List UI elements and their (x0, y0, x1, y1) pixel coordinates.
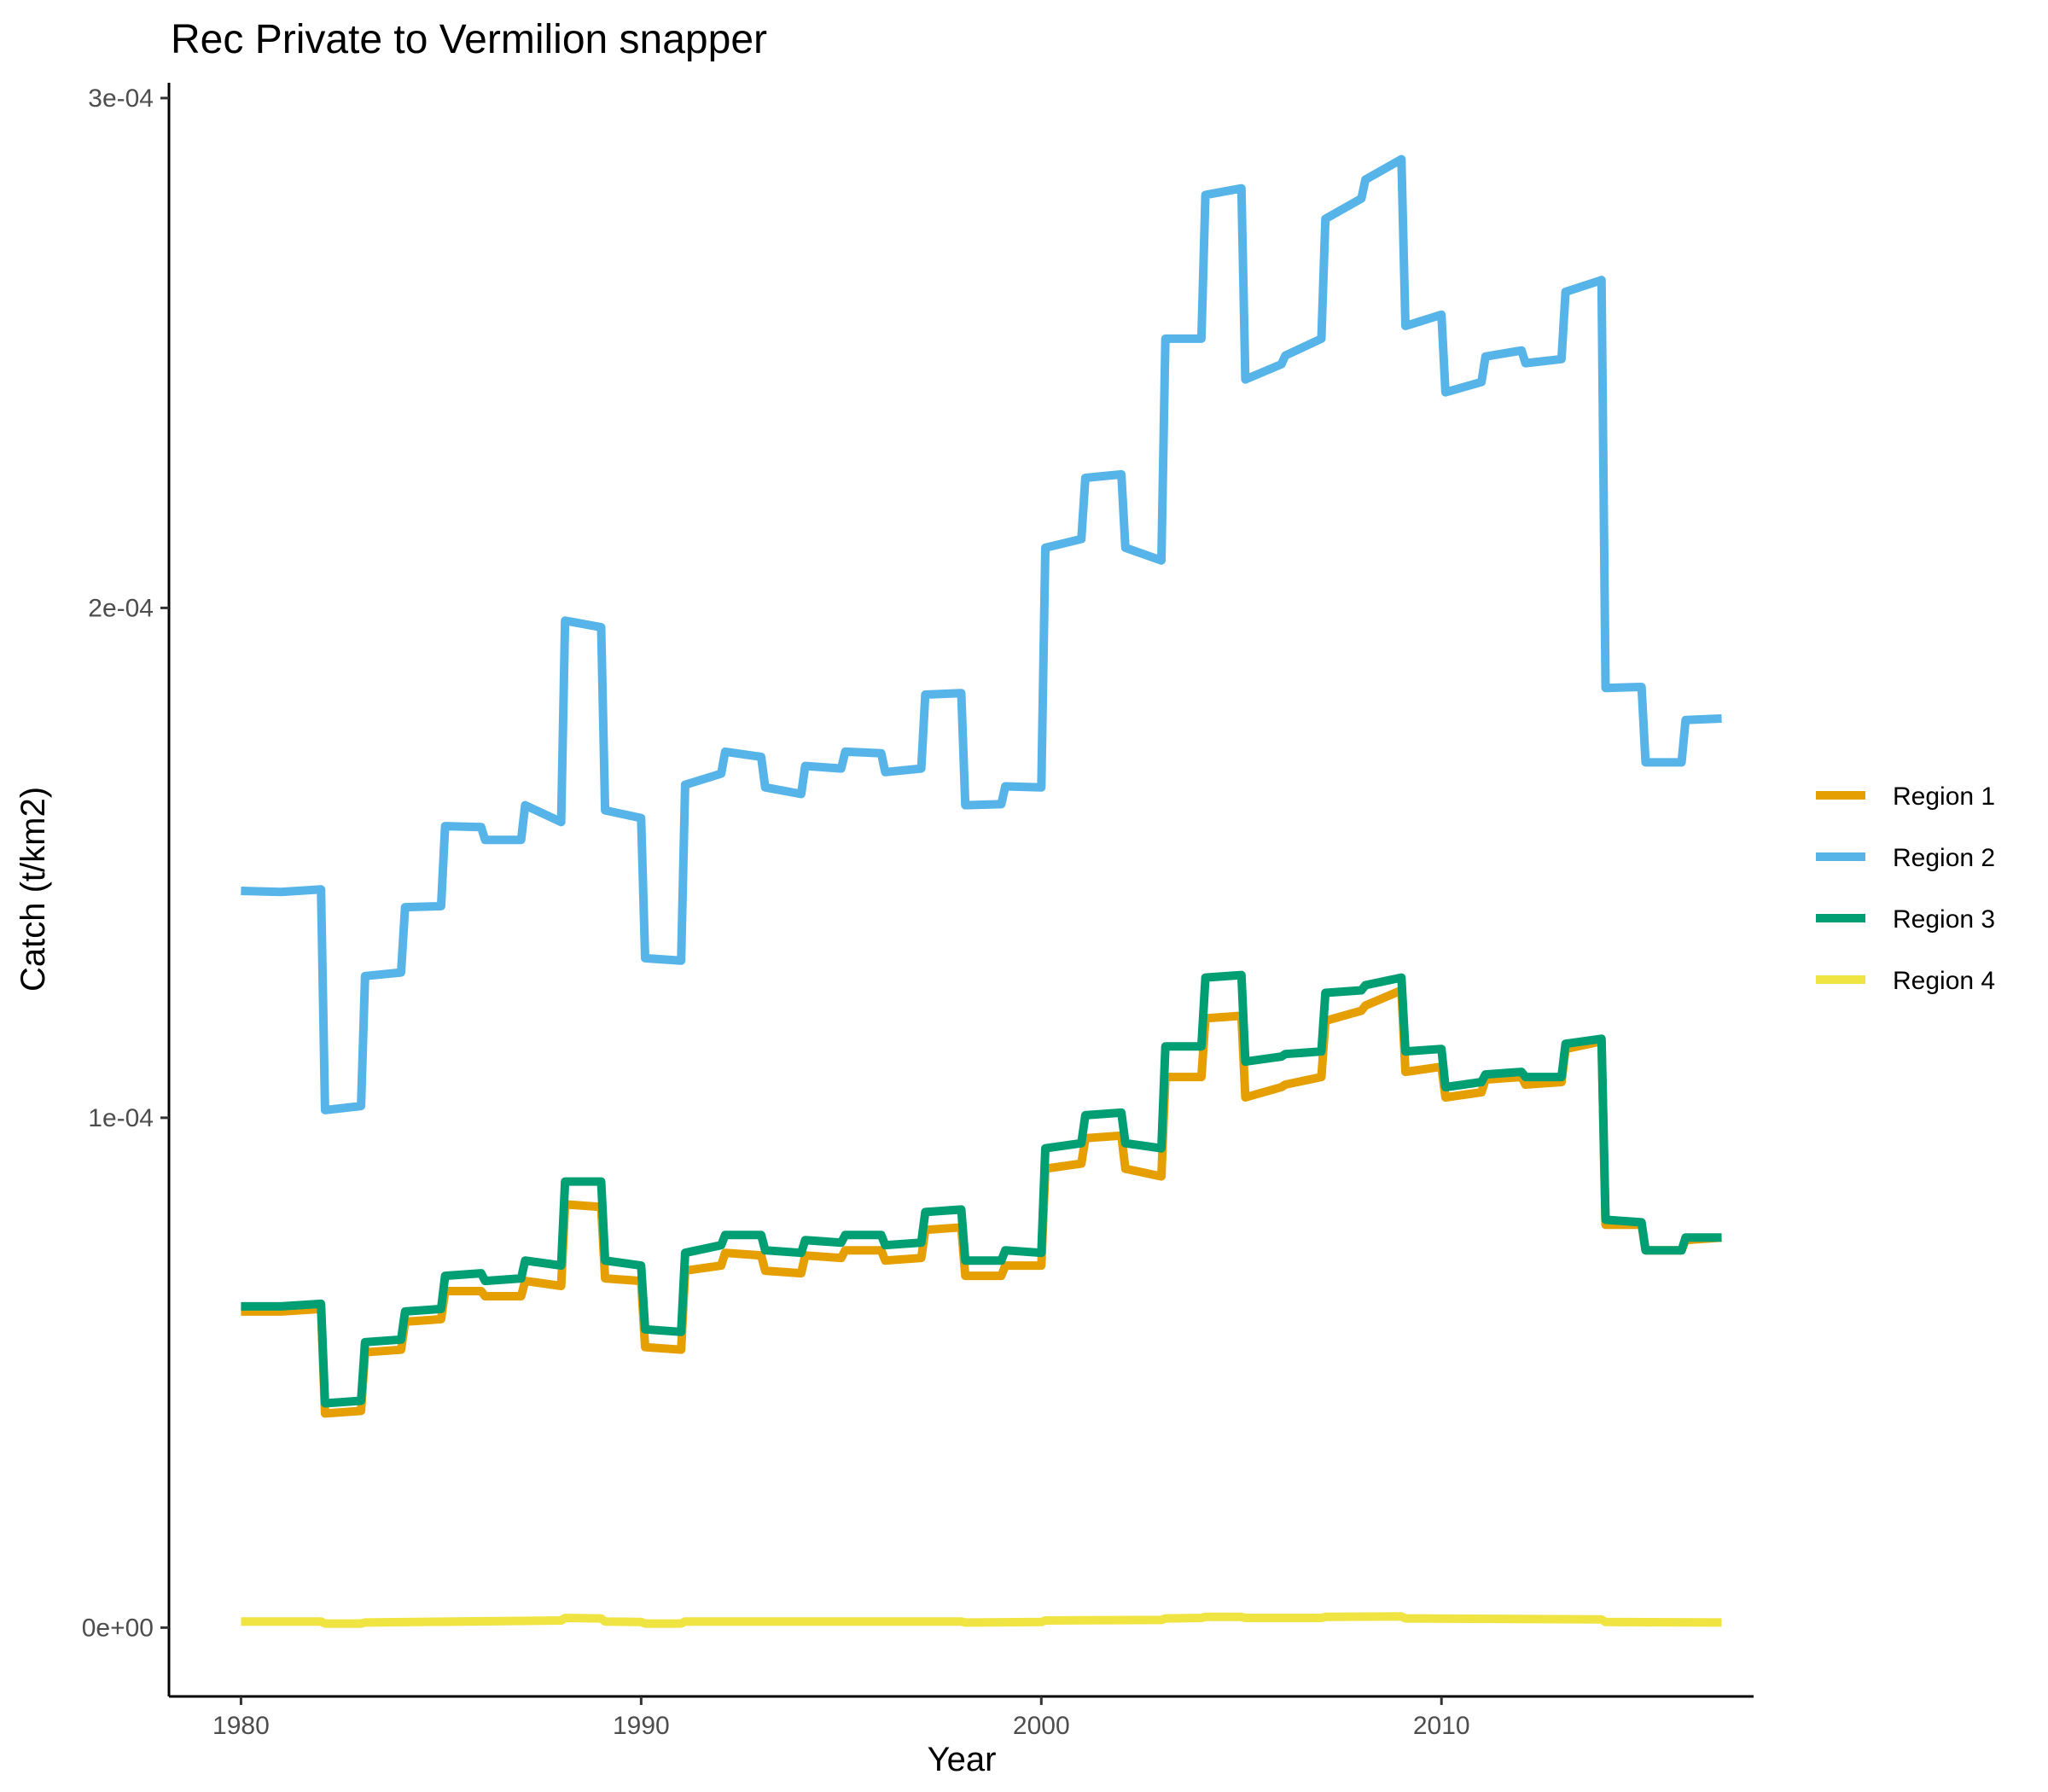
x-tick-label: 2010 (1413, 1712, 1470, 1740)
legend-label: Region 1 (1893, 783, 1995, 811)
y-axis-title: Catch (t/km2) (15, 787, 52, 992)
y-axis-ticks: 0e+00 1e-04 2e-04 3e-04 (82, 84, 169, 1642)
series-line-region-2 (241, 154, 1722, 1114)
series-line-region-1 (241, 986, 1722, 1418)
plot-area: 0e+00 1e-04 2e-04 3e-04 1980 1990 2000 2010 (82, 83, 1754, 1740)
legend-item-region-2: Region 2 (1816, 844, 1995, 872)
legend: Region 1 Region 2 Region 3 Region 4 (1816, 783, 1995, 995)
x-tick-label: 2000 (1013, 1712, 1070, 1740)
legend-label: Region 3 (1893, 905, 1995, 934)
chart-title: Rec Private to Vermilion snapper (171, 17, 767, 62)
legend-item-region-1: Region 1 (1816, 783, 1995, 811)
legend-label: Region 2 (1893, 844, 1995, 872)
y-tick-label: 3e-04 (88, 84, 154, 113)
y-tick-label: 2e-04 (88, 594, 154, 622)
series-line-region-3 (241, 970, 1722, 1408)
legend-item-region-3: Region 3 (1816, 905, 1995, 934)
series-line-region-4 (241, 1612, 1722, 1628)
x-axis-ticks: 1980 1990 2000 2010 (212, 1696, 1470, 1740)
series-layer (241, 154, 1722, 1628)
x-tick-label: 1990 (613, 1712, 670, 1740)
legend-label: Region 4 (1893, 967, 1995, 995)
x-tick-label: 1980 (212, 1712, 270, 1740)
legend-item-region-4: Region 4 (1816, 967, 1995, 995)
y-tick-label: 0e+00 (82, 1614, 154, 1642)
x-axis-title: Year (928, 1741, 997, 1778)
y-tick-label: 1e-04 (88, 1104, 154, 1132)
